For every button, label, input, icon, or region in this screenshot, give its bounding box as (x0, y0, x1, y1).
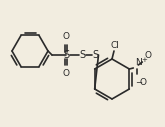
Text: O: O (139, 78, 146, 87)
Text: −: − (135, 78, 142, 87)
Text: O: O (63, 69, 69, 78)
Text: +: + (141, 57, 147, 63)
Text: S: S (92, 50, 98, 60)
Text: O: O (144, 51, 151, 60)
Text: O: O (63, 32, 69, 41)
Text: S: S (79, 50, 85, 60)
Text: N: N (135, 58, 142, 67)
Text: Cl: Cl (111, 41, 119, 50)
Text: S: S (63, 50, 69, 60)
